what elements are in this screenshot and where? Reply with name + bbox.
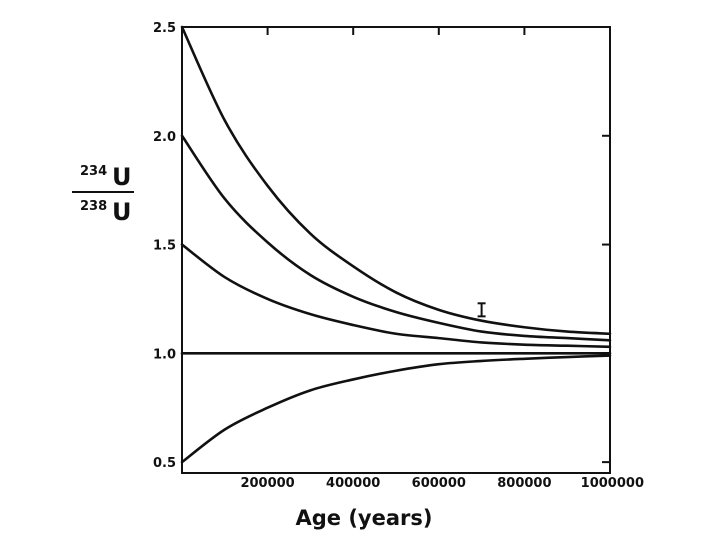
error-bar-1 <box>477 302 486 318</box>
x-tick-label: 1000000 <box>581 476 644 491</box>
y-title-denominator-superscript: 238 <box>80 199 107 214</box>
series-curve-3 <box>180 243 612 349</box>
plot-frame <box>181 26 611 474</box>
y-tick-layer: 0.5 1.0 1.5 2.0 2.5 <box>153 21 610 471</box>
series-curve-2 <box>180 134 612 342</box>
series-curve-1 <box>180 25 612 336</box>
x-axis-title: Age (years) <box>296 506 433 530</box>
y-tick-label: 0.5 <box>153 456 176 471</box>
y-tick-label: 2.5 <box>153 21 176 36</box>
y-title-numerator-symbol: U <box>112 163 132 191</box>
x-tick-label: 800000 <box>497 476 551 491</box>
series-layer <box>180 25 612 464</box>
x-tick-label: 600000 <box>412 476 466 491</box>
y-axis-title: 234 U 238 U <box>72 163 134 226</box>
y-title-denominator-symbol: U <box>112 198 132 226</box>
y-tick-label: 1.5 <box>153 239 176 254</box>
x-tick-label: 200000 <box>240 476 294 491</box>
series-curve-5 <box>180 354 612 464</box>
y-tick-label: 1.0 <box>153 347 176 362</box>
error-bar-layer <box>477 302 486 318</box>
y-title-numerator-superscript: 234 <box>80 164 107 179</box>
x-tick-layer: 200000 400000 600000 800000 1000000 <box>240 27 644 491</box>
y-tick-label: 2.0 <box>153 130 176 145</box>
x-tick-label: 400000 <box>326 476 380 491</box>
